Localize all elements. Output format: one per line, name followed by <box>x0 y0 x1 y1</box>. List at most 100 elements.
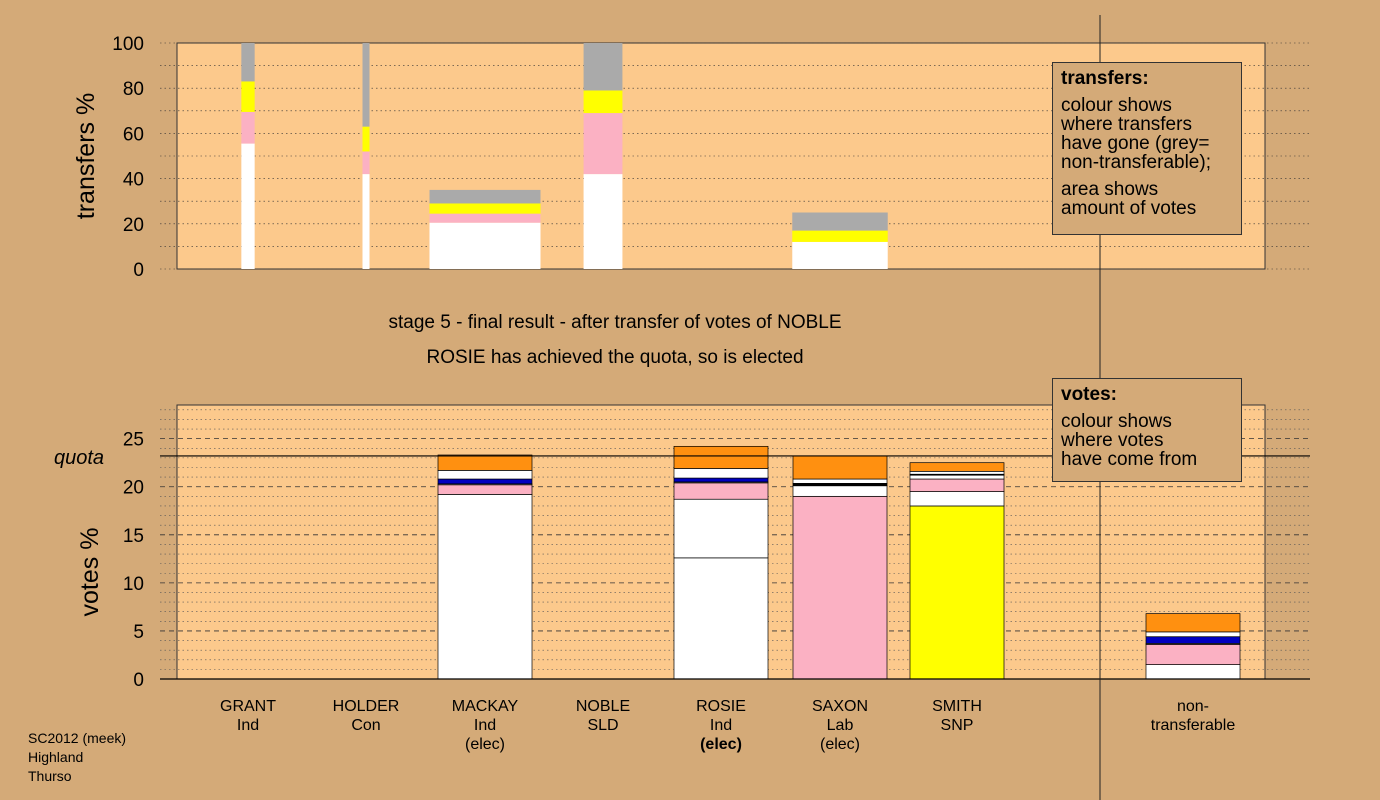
transfers-y-tick-label: 80 <box>123 79 144 100</box>
stage-caption: stage 5 - final result - after transfer … <box>388 312 842 333</box>
votes-y-tick-label: 25 <box>123 430 144 451</box>
vote-bar-segment <box>437 494 533 680</box>
candidate-party: Ind <box>709 717 733 734</box>
transfer-bar-segment <box>362 43 370 127</box>
candidate-party: SLD <box>587 717 619 734</box>
transfers-legend-text: non-transferable); <box>1061 152 1211 173</box>
quota-label: quota <box>54 447 104 469</box>
transfer-bar-segment <box>241 143 255 269</box>
transfer-bar-segment <box>429 222 541 269</box>
candidate-name: SAXON <box>811 698 868 715</box>
vote-bar-segment <box>1145 644 1241 665</box>
vote-bar-segment <box>909 478 1005 492</box>
transfer-bar-segment <box>362 126 370 152</box>
vote-bar-segment <box>673 482 769 500</box>
transfer-bar-segment <box>241 81 255 112</box>
candidate-label-noble: NOBLE SLD <box>543 697 663 735</box>
votes-y-tick-label: 0 <box>133 670 144 691</box>
transfers-y-tick-label: 60 <box>123 124 144 145</box>
vote-bar-segment <box>673 445 769 469</box>
vote-bar-segment <box>1145 631 1241 638</box>
votes-y-tick-label: 5 <box>133 622 144 643</box>
candidate-party: Lab <box>826 717 854 734</box>
vote-bar-segment <box>792 485 888 497</box>
transfer-bar-segment <box>241 43 255 82</box>
candidate-label-holder: HOLDER Con <box>306 697 426 735</box>
candidate-party: Ind <box>236 717 260 734</box>
transfer-bar-segment <box>583 113 623 175</box>
vote-bar-segment <box>909 491 1005 507</box>
vote-bar-segment <box>792 495 888 680</box>
transfer-bar-segment <box>429 213 541 223</box>
vote-bar-segment <box>909 470 1005 475</box>
vote-bar-segment <box>673 557 769 680</box>
transfer-bar-segment <box>792 241 888 269</box>
transfer-bar-segment <box>362 151 370 175</box>
footer-council: Highland <box>28 749 84 765</box>
candidate-label-smith: SMITH SNP <box>897 697 1017 735</box>
candidate-name: NOBLE <box>575 698 631 715</box>
vote-bar-segment <box>909 474 1005 480</box>
transfers-legend-text: amount of votes <box>1061 198 1197 219</box>
vote-bar-segment <box>437 470 533 480</box>
candidate-label-non-transferable: non- transferable <box>1133 697 1253 735</box>
candidate-name: GRANT <box>220 698 276 715</box>
transfers-y-axis-label: transfers % <box>72 93 100 219</box>
candidate-party: Ind <box>473 717 497 734</box>
transfer-bar-segment <box>583 43 623 91</box>
vote-bar-segment <box>792 483 888 487</box>
transfers-legend-title: transfers: <box>1061 68 1149 89</box>
transfer-bar-segment <box>241 111 255 144</box>
transfer-bar-segment <box>792 212 888 231</box>
candidate-name: SMITH <box>932 698 982 715</box>
candidate-name: HOLDER <box>332 698 400 715</box>
transfers-legend-text: colour shows <box>1061 95 1172 116</box>
transfers-y-tick-label: 40 <box>123 170 144 191</box>
transfers-y-tick-label: 20 <box>123 215 144 236</box>
candidate-label-saxon: SAXON Lab (elec) <box>780 697 900 754</box>
transfer-bar-segment <box>583 174 623 269</box>
candidate-status: (elec) <box>464 736 505 753</box>
candidate-name: ROSIE <box>696 698 746 715</box>
votes-legend-text: where votes <box>1061 430 1164 451</box>
candidate-name: MACKAY <box>451 698 519 715</box>
candidate-label-grant: GRANT Ind <box>188 697 308 735</box>
transfer-bar-segment <box>429 203 541 214</box>
transfers-y-tick-label: 100 <box>112 34 144 55</box>
candidate-label-mackay: MACKAY Ind (elec) <box>425 697 545 754</box>
candidate-party: Con <box>351 717 381 734</box>
votes-legend-title: votes: <box>1061 384 1117 405</box>
footer-info: SC2012 (meek) Highland Thurso <box>28 729 126 786</box>
candidate-label-rosie: ROSIE Ind (elec) <box>661 697 781 754</box>
votes-y-tick-label: 15 <box>123 526 144 547</box>
vote-bar-segment <box>437 478 533 485</box>
transfers-legend-text: area shows <box>1061 179 1159 200</box>
vote-bar-segment <box>792 478 888 484</box>
vote-bar-segment <box>1145 636 1241 644</box>
candidate-status: (elec) <box>700 736 742 753</box>
transfer-bar-segment <box>429 189 541 204</box>
candidate-name: non- <box>1176 698 1210 715</box>
vote-bar-segment <box>437 484 533 495</box>
vote-bar-segment <box>673 498 769 559</box>
candidate-status: (elec) <box>819 736 860 753</box>
transfer-bar-segment <box>362 174 370 269</box>
transfers-legend-text: have gone (grey= <box>1061 133 1210 154</box>
vote-bar-segment <box>673 468 769 479</box>
transfer-bar-segment <box>792 230 888 242</box>
votes-y-axis-label: votes % <box>76 528 104 617</box>
vote-bar-segment <box>792 455 888 480</box>
vote-bar-segment <box>909 462 1005 472</box>
votes-y-tick-label: 20 <box>123 478 144 499</box>
transfers-legend: transfers: colour shows where transfers … <box>1052 62 1242 235</box>
vote-bar-segment <box>909 505 1005 680</box>
transfers-legend-text: where transfers <box>1061 114 1192 135</box>
footer-ward: Thurso <box>28 768 72 784</box>
votes-legend: votes: colour shows where votes have com… <box>1052 378 1242 482</box>
votes-legend-text: colour shows <box>1061 411 1172 432</box>
vote-bar-segment <box>437 454 533 471</box>
vote-bar-segment <box>1145 664 1241 680</box>
candidate-party: transferable <box>1150 717 1236 734</box>
transfers-y-tick-label: 0 <box>133 260 144 281</box>
